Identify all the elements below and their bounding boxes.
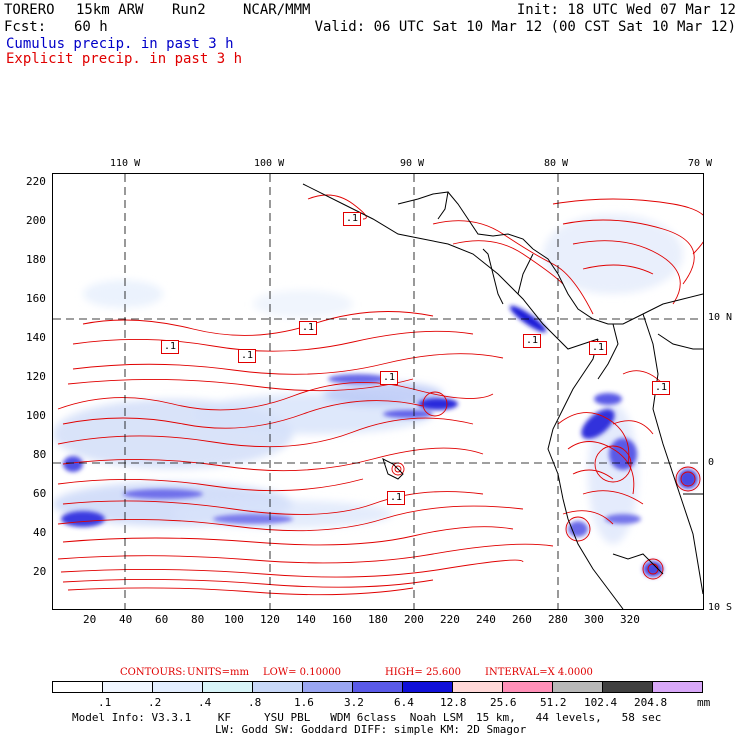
colorbar-cell <box>352 681 403 693</box>
colorbar-cell <box>652 681 703 693</box>
x-tick: 240 <box>476 613 496 626</box>
contours-interval: INTERVAL=X 4.0000 <box>485 667 593 678</box>
run-label: Run2 <box>172 2 206 18</box>
x-tick: 320 <box>620 613 640 626</box>
legend-cumulus: Cumulus precip. in past 3 h <box>6 36 234 52</box>
x-tick: 180 <box>368 613 388 626</box>
model-resolution: 15km ARW <box>76 2 144 18</box>
colorbar-cell <box>52 681 103 693</box>
colorbar-label: .2 <box>148 696 162 709</box>
legend-explicit: Explicit precip. in past 3 h <box>6 51 243 67</box>
x-tick: 100 <box>224 613 244 626</box>
x-tick: 140 <box>296 613 316 626</box>
y-tick: 180 <box>26 253 46 266</box>
lon-label-110w: 110 W <box>110 158 141 169</box>
x-tick: 60 <box>155 613 169 626</box>
colorbar-label: .8 <box>248 696 262 709</box>
colorbar-cell <box>102 681 153 693</box>
forecast-hours: 60 h <box>74 19 108 35</box>
lat-label-10n: 10 N <box>708 312 733 323</box>
lat-label-10s: 10 S <box>708 602 733 613</box>
colorbar-cell <box>552 681 603 693</box>
colorbar-label: .1 <box>98 696 112 709</box>
precipitation-map: .1 .1 .1 .1 .1 .1 .1 .1 .1 <box>52 173 704 610</box>
colorbar-cell <box>402 681 453 693</box>
map-canvas <box>53 174 703 609</box>
colorbar-cell <box>502 681 553 693</box>
contour-label-box: .1 <box>387 491 406 505</box>
x-tick: 200 <box>404 613 424 626</box>
x-tick: 300 <box>584 613 604 626</box>
contour-label-box: .1 <box>523 334 542 348</box>
y-tick: 60 <box>33 487 47 500</box>
x-tick: 20 <box>83 613 97 626</box>
y-tick: 80 <box>33 448 47 461</box>
colorbar-cell <box>252 681 303 693</box>
colorbar-unit: mm <box>697 696 711 709</box>
x-tick: 120 <box>260 613 280 626</box>
lat-label-0: 0 <box>708 457 715 468</box>
contour-label-box: .1 <box>589 341 608 355</box>
colorbar-cell <box>602 681 653 693</box>
contours-low: LOW= 0.10000 <box>263 667 342 678</box>
contours-high: HIGH= 25.600 <box>385 667 461 678</box>
organization: NCAR/MMM <box>243 2 311 18</box>
y-tick: 100 <box>26 409 46 422</box>
contour-label-box: .1 <box>652 381 671 395</box>
colorbar-label: .4 <box>198 696 212 709</box>
contour-label-box: .1 <box>380 371 399 385</box>
colorbar-label: 6.4 <box>394 696 414 709</box>
y-tick: 40 <box>33 526 47 539</box>
contours-units: UNITS=mm <box>187 667 249 678</box>
model-info: Model Info: V3.3.1 KF YSU PBL WDM 6class… <box>72 711 662 724</box>
colorbar-label: 1.6 <box>294 696 314 709</box>
y-tick: 120 <box>26 370 46 383</box>
y-tick: 160 <box>26 292 46 305</box>
explicit-contours <box>57 194 703 596</box>
y-tick: 220 <box>26 175 46 188</box>
coastlines <box>302 183 703 609</box>
x-tick: 280 <box>548 613 568 626</box>
lon-label-90w: 90 W <box>400 158 425 169</box>
contours-label: CONTOURS: <box>120 667 186 678</box>
y-tick: 200 <box>26 214 46 227</box>
init-time: Init: 18 UTC Wed 07 Mar 12 <box>516 2 736 18</box>
model-name: TORERO <box>4 2 55 18</box>
forecast-label: Fcst: <box>4 19 47 35</box>
y-tick: 140 <box>26 331 46 344</box>
lon-label-80w: 80 W <box>544 158 569 169</box>
contour-label-box: .1 <box>299 321 318 335</box>
contour-label-box: .1 <box>238 349 257 363</box>
colorbar-label: 102.4 <box>584 696 618 709</box>
contour-label-box: .1 <box>161 340 180 354</box>
colorbar-label: 25.6 <box>490 696 517 709</box>
colorbar-cell <box>302 681 353 693</box>
x-tick: 80 <box>191 613 205 626</box>
colorbar-label: 204.8 <box>634 696 668 709</box>
colorbar-label: 12.8 <box>440 696 467 709</box>
lon-label-70w: 70 W <box>688 158 713 169</box>
lon-label-100w: 100 W <box>254 158 285 169</box>
x-tick: 220 <box>440 613 460 626</box>
x-tick: 160 <box>332 613 352 626</box>
colorbar-cell <box>152 681 203 693</box>
lat-lon-grid <box>53 174 703 609</box>
cumulus-core <box>61 305 698 577</box>
colorbar-cell <box>202 681 253 693</box>
x-tick: 40 <box>119 613 133 626</box>
y-tick: 20 <box>33 565 47 578</box>
x-tick: 260 <box>512 613 532 626</box>
colorbar-label: 51.2 <box>540 696 567 709</box>
colorbar-label: 3.2 <box>344 696 364 709</box>
valid-time: Valid: 06 UTC Sat 10 Mar 12 (00 CST Sat … <box>314 19 736 35</box>
colorbar-cell <box>452 681 503 693</box>
physics-info: LW: Godd SW: Goddard DIFF: simple KM: 2D… <box>215 723 527 736</box>
contour-label-box: .1 <box>343 212 362 226</box>
